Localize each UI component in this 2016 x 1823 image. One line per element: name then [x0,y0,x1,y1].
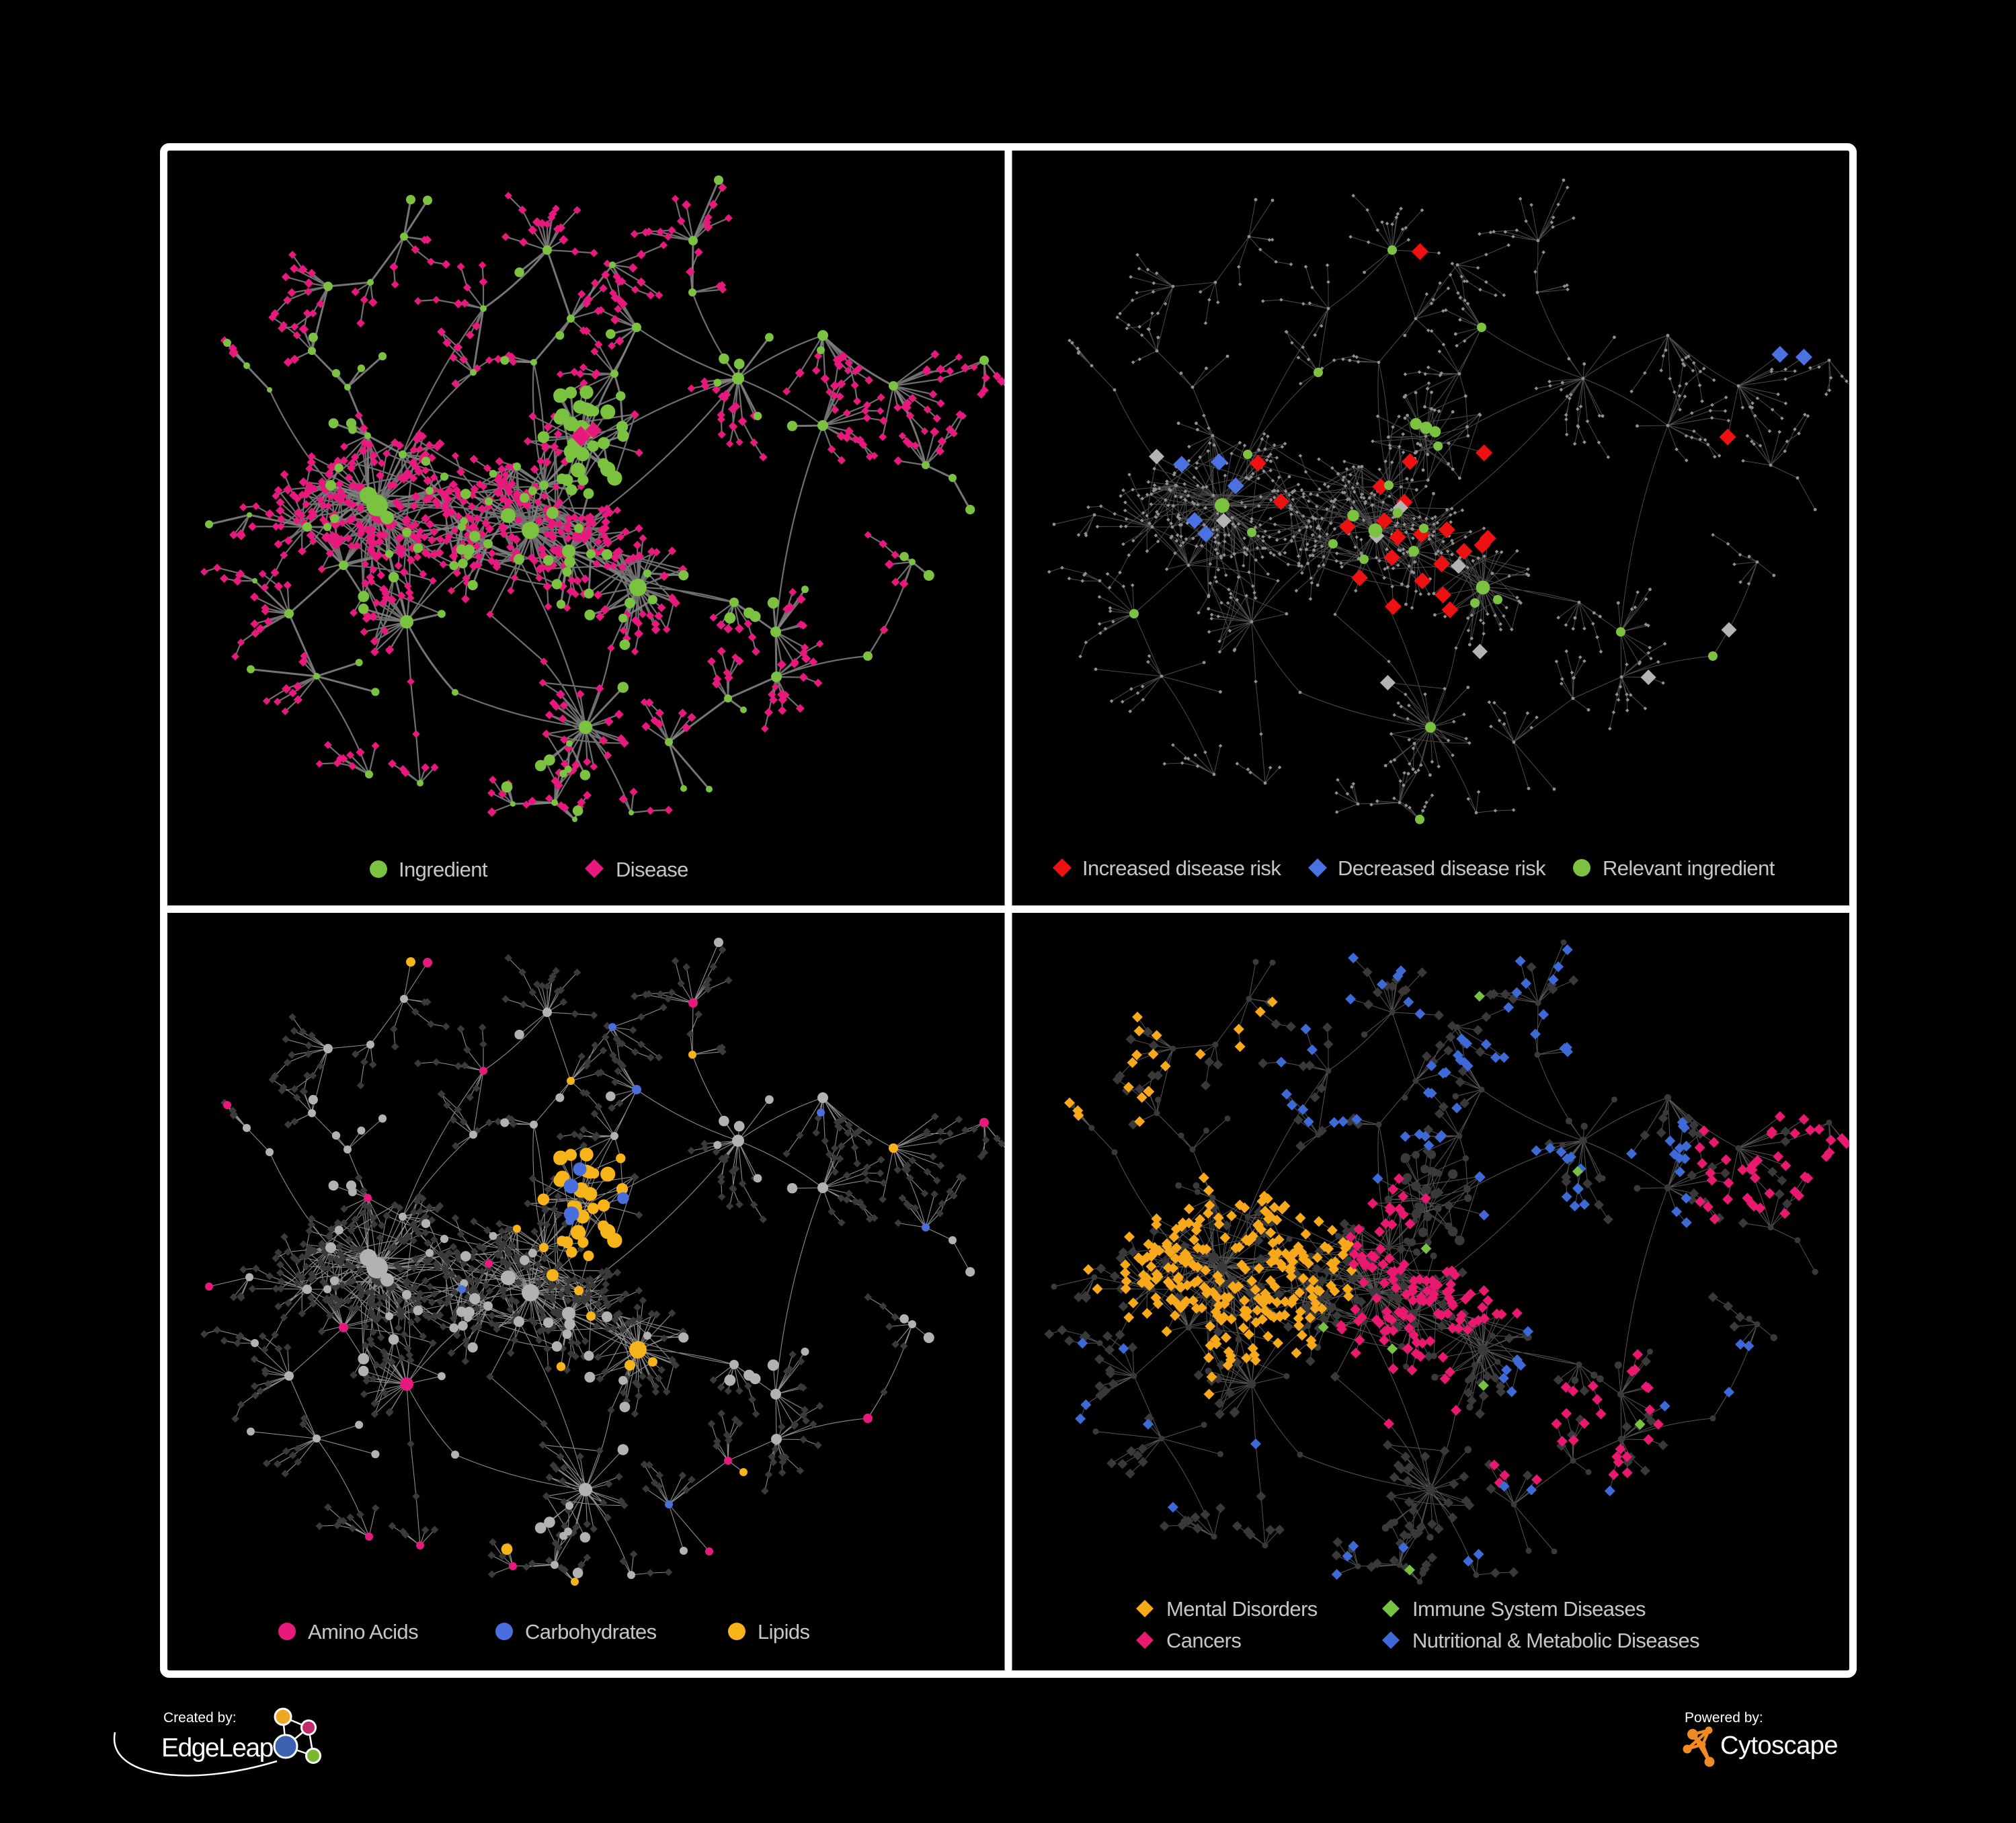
svg-text:Nutritional & Metabolic Diseas: Nutritional & Metabolic Diseases [1412,1629,1699,1652]
svg-text:Disease: Disease [616,858,688,881]
svg-text:Decreased disease risk: Decreased disease risk [1338,856,1546,880]
svg-text:Amino Acids: Amino Acids [308,1620,418,1644]
svg-text:Immune System Diseases: Immune System Diseases [1412,1597,1646,1621]
svg-text:Cancers: Cancers [1166,1629,1241,1652]
svg-text:Relevant ingredient: Relevant ingredient [1603,856,1775,880]
svg-text:Lipids: Lipids [758,1620,809,1644]
svg-text:Powered by:: Powered by: [1685,1710,1763,1726]
svg-text:Created by:: Created by: [163,1710,237,1726]
svg-text:Cytoscape: Cytoscape [1720,1732,1838,1760]
svg-text:Mental Disorders: Mental Disorders [1166,1597,1318,1621]
svg-text:Ingredient: Ingredient [399,858,488,881]
svg-text:EdgeLeap: EdgeLeap [161,1734,274,1763]
svg-text:Carbohydrates: Carbohydrates [525,1620,657,1644]
svg-text:Increased disease risk: Increased disease risk [1082,856,1281,880]
